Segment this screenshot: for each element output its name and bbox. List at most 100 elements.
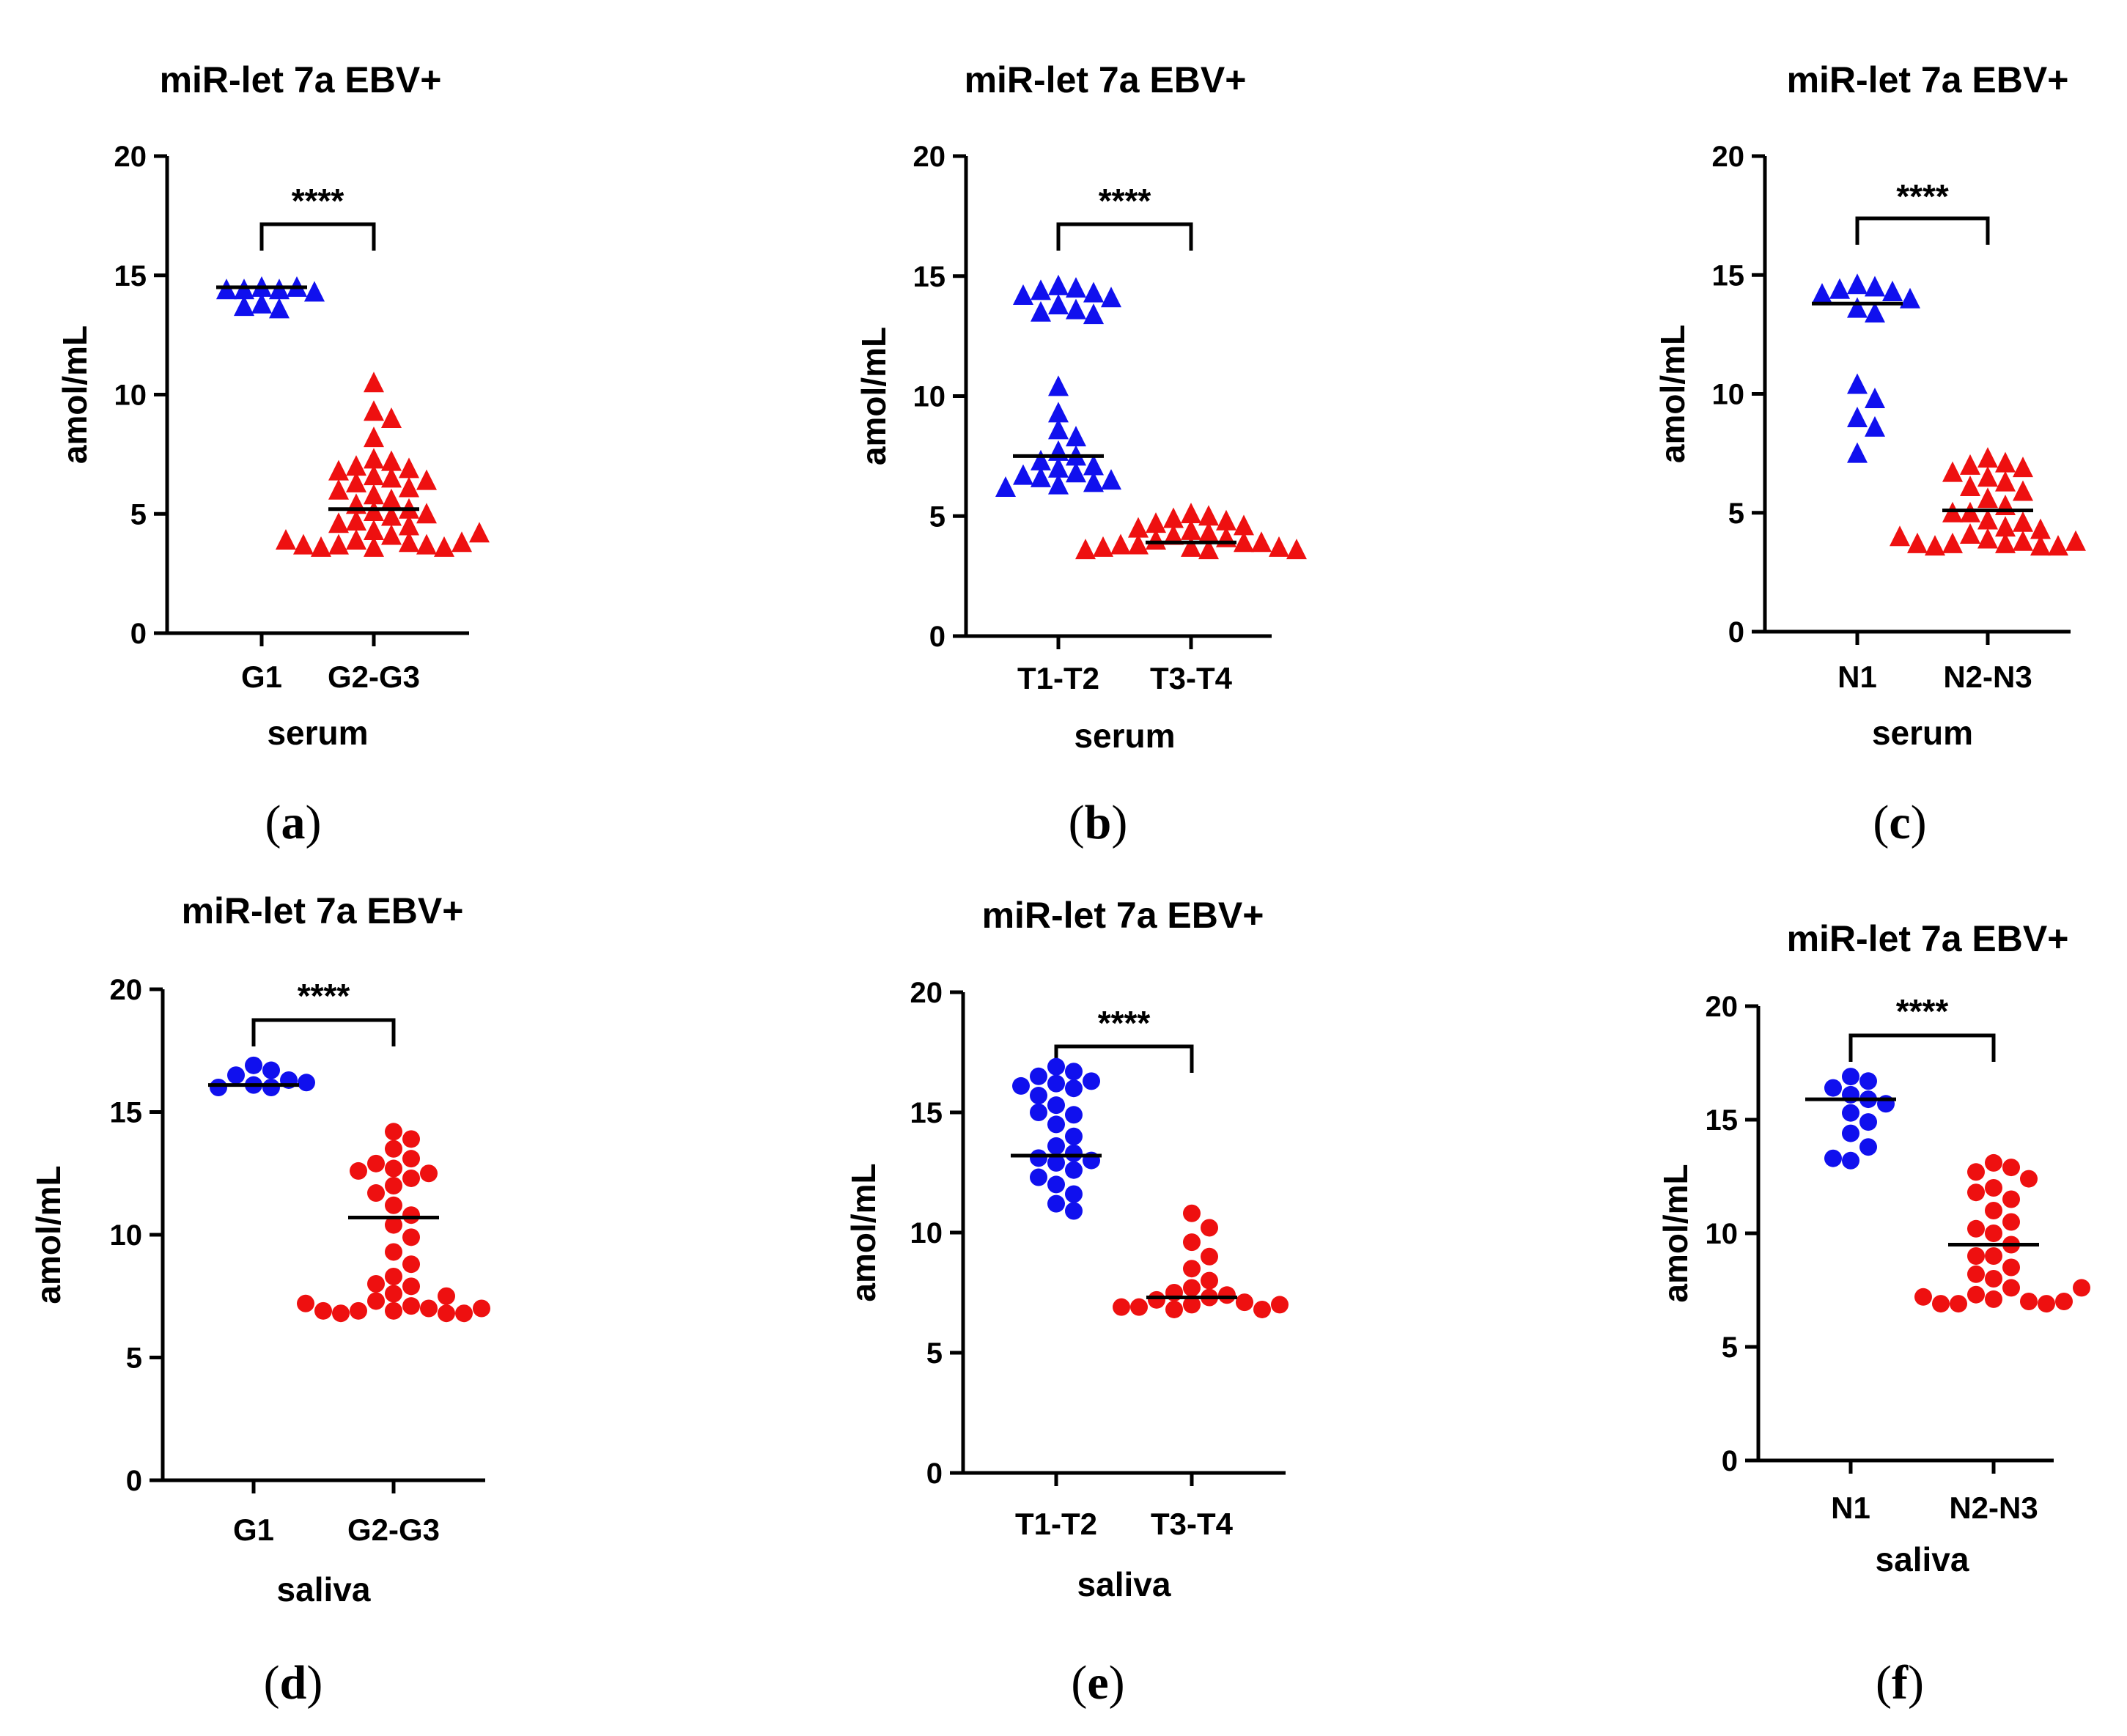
- data-point: [1882, 280, 1903, 301]
- data-point: [1183, 1260, 1201, 1278]
- data-point: [2002, 1190, 2020, 1208]
- panel-title: miR-let 7a EBV+: [1787, 59, 2069, 100]
- data-point: [385, 1243, 402, 1261]
- data-point: [1859, 1113, 1877, 1131]
- data-point: [1824, 1149, 1842, 1167]
- data-point: [1985, 1247, 2002, 1265]
- data-point: [2013, 530, 2033, 551]
- data-point: [2073, 1279, 2090, 1297]
- x-tick-label: T3-T4: [1150, 661, 1233, 695]
- panel-letter: (f): [1876, 1656, 1924, 1710]
- y-tick-label: 20: [910, 977, 943, 1009]
- data-point: [1030, 1149, 1047, 1167]
- data-point: [381, 505, 402, 526]
- data-point: [1236, 1293, 1253, 1312]
- data-point: [1065, 1106, 1083, 1124]
- data-point: [1130, 1298, 1148, 1316]
- y-tick-label: 0: [126, 1465, 142, 1497]
- data-point: [416, 533, 437, 555]
- data-point: [1065, 1063, 1083, 1081]
- data-point: [1995, 516, 2016, 537]
- data-point: [1829, 278, 1850, 299]
- x-axis-label: serum: [1074, 717, 1175, 755]
- data-point: [1047, 1074, 1065, 1093]
- panel-b: miR-let 7a EBV+ 0 5 10 15 20 T1-T2 T3-T4 serum am…: [855, 59, 1307, 849]
- data-point: [1101, 469, 1121, 490]
- data-point: [311, 536, 331, 557]
- data-point: [1048, 402, 1069, 423]
- data-point: [2002, 1258, 2020, 1277]
- data-point: [1967, 1247, 1985, 1265]
- data-point: [1183, 1204, 1201, 1222]
- data-point: [1967, 1265, 1985, 1283]
- data-point: [1201, 1247, 1218, 1266]
- significance-bracket: [251, 1018, 396, 1046]
- data-point: [1083, 303, 1104, 325]
- x-tick-label: N1: [1831, 1491, 1870, 1525]
- data-point: [328, 459, 349, 481]
- data-point: [1269, 536, 1289, 557]
- x-tick-label: G2-G3: [328, 660, 420, 694]
- data-point: [1842, 1068, 1859, 1086]
- data-point: [1842, 1151, 1859, 1170]
- panel-a: miR-let 7a EBV+ 0 5 10 15 20 G1 G2-G3 serum amol/…: [56, 59, 490, 849]
- data-point: [251, 292, 272, 314]
- data-point: [1977, 509, 1998, 530]
- significance-bracket: [1848, 1033, 1996, 1062]
- y-tick-label: 20: [110, 974, 143, 1006]
- data-point: [2002, 1279, 2020, 1297]
- data-point: [1847, 442, 1868, 463]
- data-point: [1128, 533, 1149, 555]
- data-point: [995, 476, 1016, 497]
- data-point: [1066, 426, 1086, 447]
- data-point: [1066, 277, 1086, 298]
- data-point: [385, 1216, 402, 1234]
- panel-f: miR-let 7a EBV+ 0 5 10 15 20 N1 N2-N3 saliva amol…: [1656, 918, 2090, 1710]
- data-point: [451, 531, 472, 553]
- data-point: [1065, 1161, 1083, 1179]
- data-point: [1960, 522, 1980, 544]
- data-point: [1030, 1087, 1047, 1105]
- panel-letter: (d): [264, 1656, 323, 1710]
- data-point: [385, 1177, 402, 1194]
- data-point: [1251, 531, 1272, 553]
- y-tick-label: 15: [910, 1097, 943, 1129]
- y-axis-label: amol/mL: [29, 1165, 67, 1304]
- y-tick-label: 10: [1706, 1218, 1739, 1250]
- data-point: [1083, 1072, 1100, 1090]
- panel-c: miR-let 7a EBV+ 0 5 10 15 20 N1 N2-N3 serum amol/…: [1654, 59, 2086, 849]
- data-point: [1047, 1137, 1065, 1155]
- data-point: [1995, 451, 2016, 473]
- y-tick-label: 5: [1722, 1331, 1738, 1364]
- data-point: [385, 1123, 402, 1141]
- data-point: [1163, 524, 1184, 545]
- data-point: [1859, 1138, 1877, 1156]
- data-point: [402, 1297, 420, 1315]
- data-point: [438, 1304, 455, 1323]
- data-point: [1201, 1271, 1218, 1290]
- data-point: [1048, 457, 1069, 478]
- data-point: [1030, 1168, 1047, 1186]
- data-point: [1146, 512, 1166, 533]
- data-point: [402, 1228, 420, 1246]
- data-point: [434, 536, 454, 557]
- y-tick-label: 20: [114, 141, 147, 173]
- data-point: [1977, 447, 1998, 468]
- data-point: [364, 400, 384, 421]
- data-point: [1030, 1067, 1047, 1085]
- data-point: [1201, 1219, 1218, 1237]
- data-point: [1181, 502, 1201, 523]
- data-point: [381, 467, 402, 488]
- y-tick-label: 15: [1706, 1104, 1739, 1137]
- data-point: [298, 1074, 315, 1092]
- y-axis-label: amol/mL: [855, 327, 893, 465]
- data-point: [1065, 1185, 1083, 1203]
- y-tick-label: 15: [1712, 259, 1745, 292]
- panel-e: miR-let 7a EBV+ 0 5 10 15 20 T1-T2 T3-T4 saliva a…: [844, 895, 1289, 1710]
- data-point: [402, 1255, 420, 1274]
- data-point: [1271, 1296, 1289, 1314]
- data-point: [1977, 466, 1998, 487]
- data-point: [1865, 276, 1885, 297]
- data-point: [420, 1299, 438, 1318]
- y-tick-label: 0: [1728, 616, 1744, 649]
